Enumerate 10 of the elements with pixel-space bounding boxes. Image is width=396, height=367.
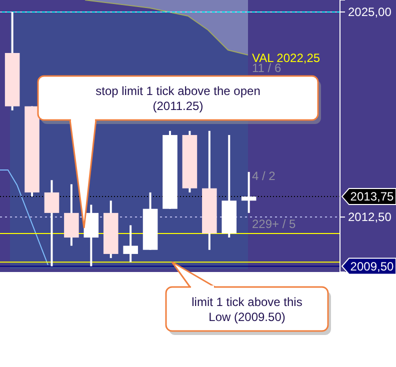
y-tick-label: 2025,00 [348, 4, 392, 19]
ref-line-label: 2013,75 [350, 190, 394, 204]
annotation: 4 / 2 [252, 169, 276, 183]
ref-line-label: 2009,50 [350, 259, 394, 274]
candlestick [241, 170, 256, 214]
annotation: 229+ / 5 [252, 217, 296, 231]
y-tick-label: 2012,50 [348, 210, 392, 224]
candlestick [123, 224, 138, 264]
annotation: stop limit 1 tick above the open (2011.25) [96, 84, 260, 113]
candlestick [44, 179, 60, 268]
